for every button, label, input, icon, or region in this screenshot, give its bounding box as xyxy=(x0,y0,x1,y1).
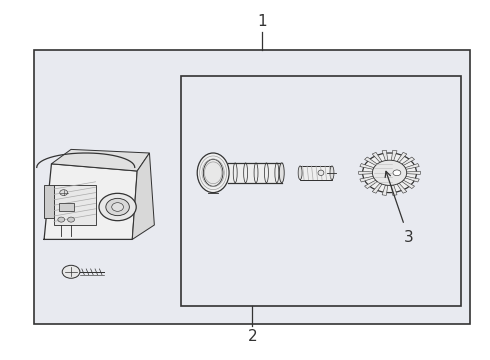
Polygon shape xyxy=(44,164,137,239)
Polygon shape xyxy=(44,185,54,218)
Polygon shape xyxy=(397,152,407,162)
Polygon shape xyxy=(359,171,372,174)
Polygon shape xyxy=(397,183,407,193)
Circle shape xyxy=(68,217,74,222)
Polygon shape xyxy=(372,183,382,193)
Ellipse shape xyxy=(298,166,302,180)
Circle shape xyxy=(99,193,136,221)
Polygon shape xyxy=(132,153,154,239)
Bar xyxy=(34,50,470,324)
Circle shape xyxy=(106,198,129,216)
Polygon shape xyxy=(407,171,420,174)
Polygon shape xyxy=(392,150,397,161)
Circle shape xyxy=(372,160,407,185)
Ellipse shape xyxy=(203,159,223,186)
Polygon shape xyxy=(405,176,419,182)
Text: 1: 1 xyxy=(257,14,267,29)
Polygon shape xyxy=(365,180,377,189)
Circle shape xyxy=(62,265,80,278)
Polygon shape xyxy=(382,185,388,195)
Bar xyxy=(59,203,74,211)
Circle shape xyxy=(393,170,401,176)
Polygon shape xyxy=(405,163,419,169)
Polygon shape xyxy=(54,185,96,225)
Text: 2: 2 xyxy=(247,329,257,345)
Polygon shape xyxy=(402,157,415,165)
Circle shape xyxy=(363,153,416,193)
Polygon shape xyxy=(402,180,415,189)
Circle shape xyxy=(58,217,65,222)
Polygon shape xyxy=(360,163,374,169)
Circle shape xyxy=(60,190,68,195)
Polygon shape xyxy=(365,157,377,165)
Polygon shape xyxy=(382,150,388,161)
Bar xyxy=(181,76,461,306)
Text: 3: 3 xyxy=(404,230,414,246)
Polygon shape xyxy=(372,152,382,162)
Bar xyxy=(228,163,282,183)
Ellipse shape xyxy=(318,170,324,175)
Ellipse shape xyxy=(279,163,284,183)
Polygon shape xyxy=(392,185,397,195)
Polygon shape xyxy=(360,176,374,182)
Bar xyxy=(300,166,332,180)
Ellipse shape xyxy=(330,166,334,180)
Circle shape xyxy=(112,203,123,211)
Polygon shape xyxy=(51,149,149,171)
Ellipse shape xyxy=(197,153,229,193)
